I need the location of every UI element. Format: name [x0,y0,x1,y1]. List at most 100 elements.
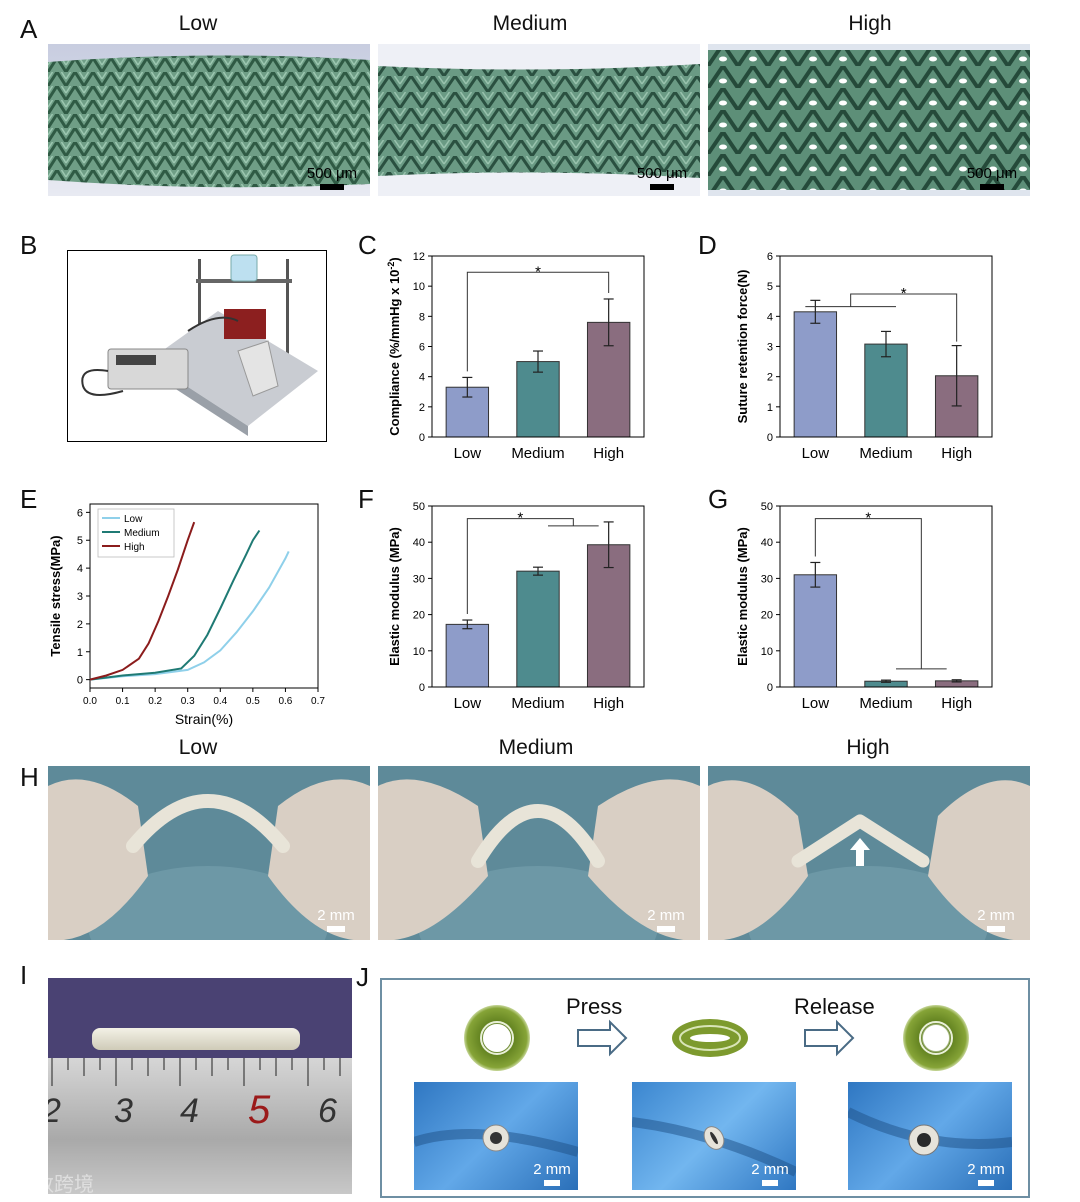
arrow-right-icon [577,1019,628,1057]
y-tick-label: 20 [761,610,773,622]
vascular-graft [92,1028,300,1050]
x-axis-label: Strain(%) [175,711,233,727]
watermark: 大数跨境 [48,1174,94,1194]
ruler-ticks [51,1058,341,1086]
y-tick-label: 10 [761,646,773,658]
braid-photo-low: 500 μm [48,44,370,196]
significance-bracket [466,518,574,615]
x-tick-label: High [593,695,624,712]
x-tick-label: High [941,445,972,462]
y-tick-label: 3 [77,591,83,603]
y-tick-label: 8 [419,311,425,323]
y-tick-label: 2 [77,619,83,631]
panel-label-g: G [708,484,729,514]
y-tick-label: 4 [767,311,773,323]
legend-label-medium: Medium [124,528,160,539]
chart-elastic-modulus-f: 0 10 20 30 40 50 Low Medium High Elastic modulus … [387,501,645,712]
chart-tensile-stress: 0.0 0.1 0.2 0.3 0.4 0.5 0.6 0.7 0 1 2 3 4 5 6 Low Medium… [48,503,325,727]
braid-photo-high: 500 μm [708,44,1030,196]
panel-label-j: J [356,962,369,992]
ring-photo-pressed: 2 mm [632,1082,796,1190]
y-axis-label: Elastic modulus (MPa) [735,527,750,666]
release-label: Release [794,994,875,1019]
ruler-number-5: 5 [248,1088,271,1132]
x-tick-label: Low [454,445,482,462]
series-line-low [89,550,290,681]
y-tick-label: 0 [419,682,425,694]
compression-recovery-box: Press Release 2 mm 2 mm 2 mm [380,978,1030,1198]
panel-label-h: H [20,762,39,792]
scale-bar-a-high: 500 μm [960,166,1024,190]
y-tick-label: 4 [77,563,83,575]
test-device-illustration [67,250,327,442]
y-tick-label: 1 [77,647,83,659]
bar-low [445,623,490,688]
chart-suture-retention: 0 1 2 3 4 5 6 Low Medium High Suture retention for… [735,251,993,462]
y-axis-label: Suture retention force(N) [735,270,750,424]
y-tick-label: 1 [767,402,773,414]
ring-icon-released [903,1005,969,1071]
x-tick-label: High [941,695,972,712]
bar-medium [864,343,908,438]
x-tick-label: Medium [511,695,564,712]
bending-photo-medium: 2 mm [378,766,700,940]
steel-ruler: 2 3 4 5 6 [48,1058,352,1194]
scale-bar-h-low: 2 mm [306,908,366,932]
panel-label-d: D [698,230,717,260]
y-tick-label: 5 [767,281,773,293]
y-tick-label: 2 [767,372,773,384]
bending-photo-high: 2 mm [708,766,1030,940]
x-tick-label: 0.3 [181,696,195,707]
y-axis-label: Elastic modulus (MPa) [387,527,402,666]
y-axis-label: Compliance (%/mmHg x 10-2) [386,257,402,436]
bending-photo-low: 2 mm [48,766,370,940]
y-tick-label: 4 [419,372,425,384]
y-tick-label: 2 [419,402,425,414]
ruler-number-3: 3 [114,1092,133,1130]
panel-a-title-low: Low [178,12,218,35]
panel-h-title-high: High [846,736,890,759]
scale-bar-h-medium: 2 mm [636,908,696,932]
ruler-number-2: 2 [48,1092,61,1131]
scale-bar-j-pressed: 2 mm [744,1162,796,1186]
plot-frame [431,255,645,438]
y-tick-label: 6 [77,507,83,519]
panel-label-a: A [20,14,38,44]
y-tick-label: 12 [413,251,425,263]
series-line-medium [89,529,261,681]
x-tick-label: High [593,445,624,462]
ruler-number-6: 6 [318,1092,337,1130]
plot-frame [779,255,993,438]
chart-compliance: 0 2 4 6 8 10 12 Low Medium High Compliance (%/mmHg… [386,251,645,462]
ring-photo-released: 2 mm [848,1082,1012,1190]
x-tick-label: Medium [859,445,912,462]
braid-photo-medium: 500 μm [378,44,700,196]
y-tick-label: 20 [413,610,425,622]
ruler-number-4: 4 [180,1092,199,1130]
x-tick-label: Medium [511,445,564,462]
significance-bracket [466,271,610,372]
x-tick-label: Medium [859,695,912,712]
plot-frame [431,505,645,688]
chart-elastic-modulus-g: 0 10 20 30 40 50 Low Medium High Elastic modulus … [735,501,993,712]
significance-bracket [814,518,922,669]
significance-star: * [865,510,871,527]
panel-a-title-high: High [848,12,892,35]
x-tick-label: 0.7 [311,696,325,707]
y-tick-label: 0 [767,682,773,694]
y-tick-label: 3 [767,342,773,354]
bar-medium [516,570,560,688]
legend-label-high: High [124,542,145,553]
panel-label-c: C [358,230,377,260]
y-tick-label: 10 [413,646,425,658]
panel-label-b: B [20,230,38,260]
scale-bar-a-low: 500 μm [300,166,364,190]
significance-star: * [535,263,541,280]
y-tick-label: 40 [413,537,425,549]
legend-label-low: Low [124,514,143,525]
panel-a-title-medium: Medium [492,12,568,35]
x-tick-label: Low [802,445,830,462]
arrow-up-icon [850,838,870,866]
panel-label-e: E [20,484,38,514]
y-axis-label: Tensile stress(MPa) [48,535,63,656]
